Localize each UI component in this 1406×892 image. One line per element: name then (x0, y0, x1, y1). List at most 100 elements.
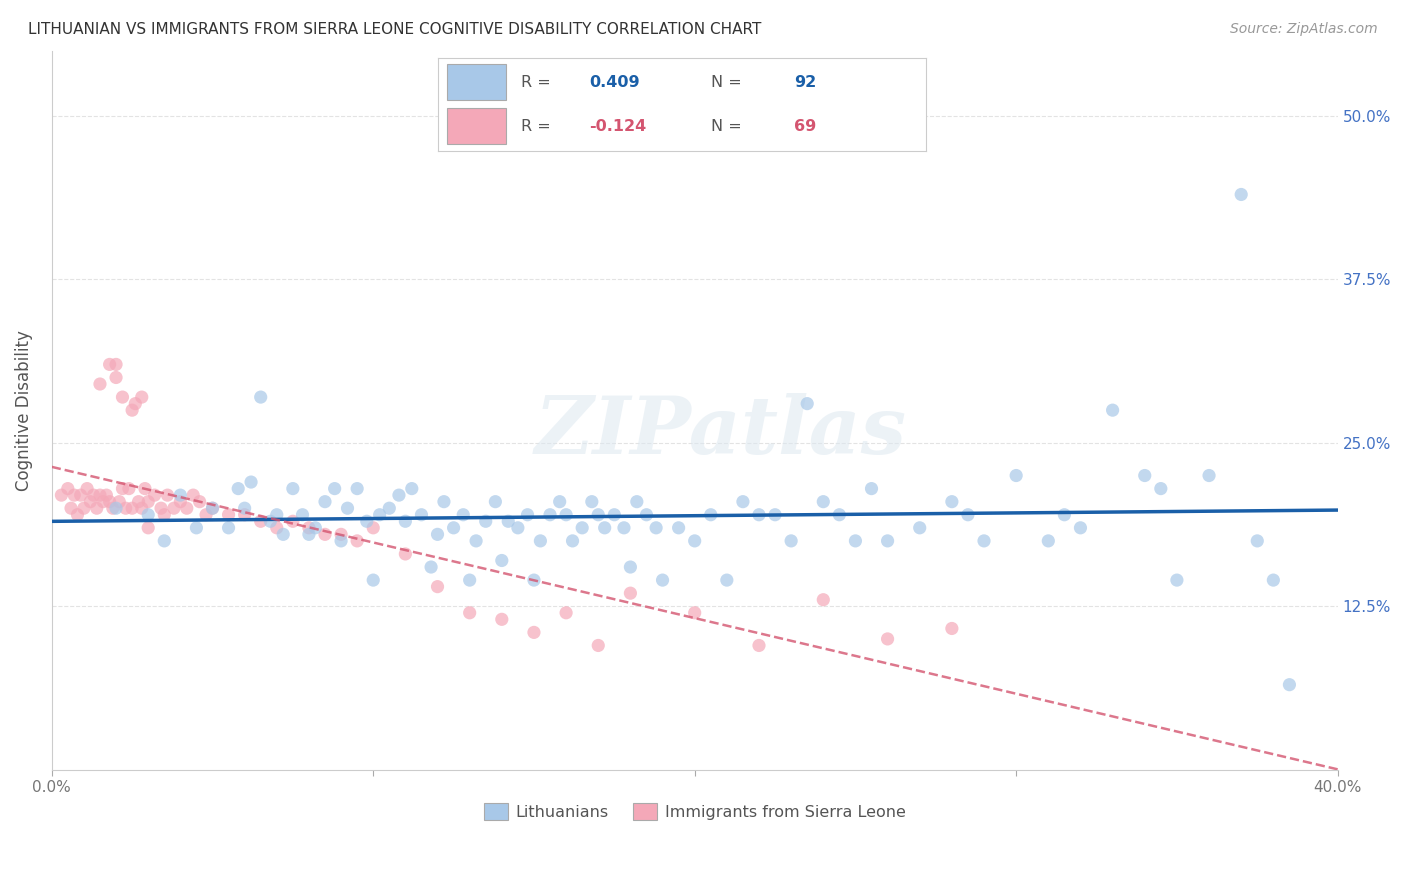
Point (716, 573, 738, 587)
Point (1101, 403, 1123, 417)
Point (134, 482, 156, 496)
Point (118, 482, 141, 496)
Point (218, 508, 240, 522)
Point (131, 390, 153, 404)
Point (63, 488, 86, 502)
Point (249, 390, 271, 404)
Text: ZIPatlas: ZIPatlas (534, 393, 907, 470)
Point (465, 533, 488, 548)
Point (330, 533, 353, 548)
Point (114, 501, 136, 516)
Point (131, 501, 153, 516)
Point (201, 501, 224, 516)
Point (169, 494, 191, 508)
Point (645, 521, 668, 535)
Point (860, 482, 883, 496)
Point (281, 514, 304, 528)
Point (613, 521, 636, 535)
Point (683, 533, 706, 548)
Point (336, 501, 359, 516)
Point (233, 501, 256, 516)
Point (96, 488, 118, 502)
Point (796, 396, 818, 410)
Point (153, 533, 176, 548)
Point (314, 527, 336, 541)
Point (1069, 521, 1091, 535)
Point (813, 494, 835, 508)
Point (153, 508, 176, 522)
Point (60, 501, 83, 516)
Point (298, 527, 321, 541)
Point (523, 625, 546, 640)
Point (240, 475, 263, 489)
Point (394, 514, 416, 528)
Point (89, 488, 111, 502)
Point (491, 553, 513, 567)
Point (828, 508, 851, 522)
Point (266, 521, 288, 535)
Point (626, 494, 648, 508)
Point (233, 508, 256, 522)
Point (1198, 468, 1220, 483)
Point (844, 533, 866, 548)
Point (136, 521, 159, 535)
Point (636, 508, 658, 522)
Point (603, 508, 626, 522)
Point (66, 508, 89, 522)
Point (124, 396, 146, 410)
Point (571, 521, 593, 535)
Point (813, 592, 835, 607)
Point (186, 521, 208, 535)
Point (651, 573, 673, 587)
Point (411, 508, 433, 522)
Point (169, 488, 191, 502)
Text: LITHUANIAN VS IMMIGRANTS FROM SIERRA LEONE COGNITIVE DISABILITY CORRELATION CHAR: LITHUANIAN VS IMMIGRANTS FROM SIERRA LEO… (28, 22, 762, 37)
Point (111, 482, 134, 496)
Point (108, 494, 131, 508)
Point (731, 494, 754, 508)
Point (128, 494, 150, 508)
Point (1005, 468, 1028, 483)
Point (586, 639, 609, 653)
Point (298, 521, 321, 535)
Point (1263, 573, 1285, 587)
Point (426, 580, 449, 594)
Point (111, 390, 134, 404)
Point (201, 501, 224, 516)
Point (484, 494, 506, 508)
Point (555, 508, 578, 522)
Point (973, 533, 995, 548)
Point (523, 573, 546, 587)
Point (361, 573, 384, 587)
Point (156, 488, 179, 502)
Point (79, 494, 101, 508)
Point (121, 403, 143, 417)
Point (226, 482, 249, 496)
Point (420, 560, 443, 574)
Point (304, 521, 326, 535)
Point (249, 514, 271, 528)
Point (1133, 468, 1156, 483)
Point (401, 482, 423, 496)
Point (281, 482, 304, 496)
Point (98, 494, 121, 508)
Point (1166, 573, 1188, 587)
Point (538, 508, 561, 522)
Point (491, 612, 513, 626)
Point (561, 533, 583, 548)
Point (748, 508, 770, 522)
Point (581, 494, 603, 508)
Point (908, 521, 931, 535)
Point (780, 533, 803, 548)
Point (668, 521, 690, 535)
Point (496, 514, 519, 528)
Point (121, 501, 143, 516)
Point (218, 521, 240, 535)
Point (69, 488, 91, 502)
Point (443, 521, 465, 535)
Point (89, 377, 111, 392)
Point (163, 501, 186, 516)
Point (700, 508, 723, 522)
Point (86, 501, 108, 516)
Point (76, 482, 98, 496)
